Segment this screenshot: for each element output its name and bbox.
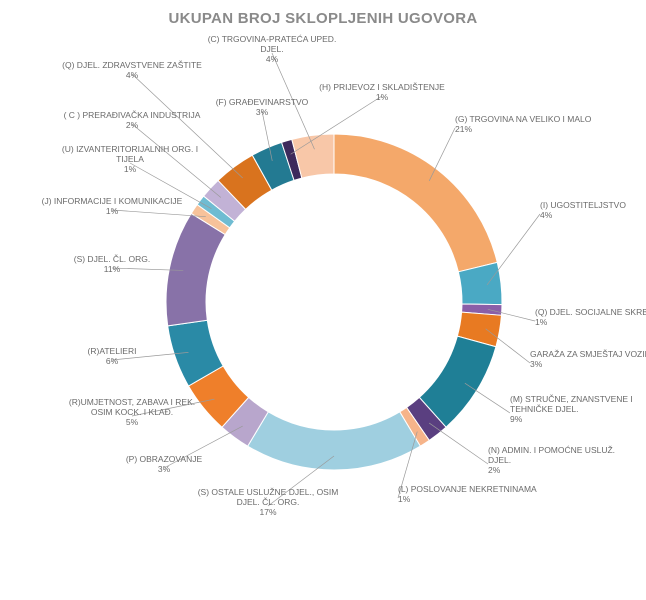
slice-label-c-prera-ivacka-industrija: ( C ) PRERAĐIVAČKA INDUSTRIJA 2% — [64, 110, 201, 130]
slice-label-r-atelieri: (R)ATELIERI 6% — [88, 346, 137, 366]
leader-line-p-obrazovanje — [163, 425, 243, 469]
leader-line-f-gra-evinarstvo — [261, 110, 273, 161]
slice-label-c-trgovina-prateca-uped-djel: (C) TRGOVINA-PRATEĆA UPED. DJEL. 4% — [208, 34, 337, 64]
slice-label-q-djel-zdravstvene-zastite: (Q) DJEL. ZDRAVSTVENE ZAŠTITE 4% — [62, 60, 202, 80]
leader-line-c-trgovina-prateca-uped-djel — [271, 52, 315, 150]
leader-line-s-ostale-usluzne-djel-osim-djel-cl-org — [267, 455, 335, 507]
leader-line-g-trgovina-na-veliko-i-malo — [428, 127, 456, 182]
slice-label-i-ugostiteljstvo: (I) UGOSTITELJSTVO 4% — [540, 200, 626, 220]
slice-label-s-ostale-usluzne-djel-osim-djel-cl-org: (S) OSTALE USLUŽNE DJEL., OSIM DJEL. ČL. … — [198, 487, 339, 517]
slice-label-h-prijevoz-i-skladistenje: (H) PRIJEVOZ I SKLADIŠTENJE 1% — [319, 82, 445, 102]
slice-label-l-poslovanje-nekretninama: (L) POSLOVANJE NEKRETNINAMA 1% — [398, 484, 537, 504]
slice-c-trgovina-prateca-uped-djel — [291, 133, 335, 179]
leader-line-j-informacije-i-komunikacije — [111, 209, 206, 218]
slice-label-m-strucne-znanstvene-i-tehnicke-djel: (M) STRUČNE, ZNANSTVENE I TEHNIČKE DJEL. 9… — [510, 394, 633, 424]
leader-line-i-ugostiteljstvo — [486, 213, 541, 286]
leader-line-q-djel-zdravstvene-zastite — [131, 73, 243, 179]
slice-label-j-informacije-i-komunikacije: (J) INFORMACIJE I KOMUNIKACIJE 1% — [42, 196, 183, 216]
leader-line-n-admin-i-pomocne-usluz-djel — [428, 422, 489, 465]
slice-label-p-obrazovanje: (P) OBRAZOVANJE 3% — [126, 454, 203, 474]
slice-label-r-umjetnost-zabava-i-rek-osim-kock-i-kla: (R)UMJETNOST, ZABAVA I REK. OSIM KOCK. I … — [69, 397, 195, 427]
leader-line-m-strucne-znanstvene-i-tehnicke-djel — [464, 382, 511, 414]
slice-s-ostale-usluzne-djel-osim-djel-cl-org — [247, 411, 421, 471]
leader-line-r-atelieri — [111, 352, 189, 361]
leader-line-s-djel-cl-org — [111, 267, 184, 271]
leader-line-u-izvanteritorijalnih-org-i-tijela — [129, 162, 212, 210]
slice-label-g-trgovina-na-veliko-i-malo: (G) TRGOVINA NA VELIKO I MALO 21% — [455, 114, 592, 134]
leader-line-garaza-za-smjestaj-vozila — [485, 328, 531, 364]
leader-line-h-prijevoz-i-skladistenje — [290, 95, 383, 155]
slice-label-u-izvanteritorijalnih-org-i-tijela: (U) IZVANTERITORIJALNIH ORG. I TIJELA 1% — [62, 144, 198, 174]
slice-label-s-djel-cl-org: (S) DJEL. ČL. ORG. 11% — [74, 254, 151, 274]
slice-label-n-admin-i-pomocne-usluz-djel: (N) ADMIN. I POMOĆNE USLUŽ. DJEL. 2% — [488, 445, 615, 475]
leader-line-q-djel-socijalne-skrbi — [487, 308, 536, 322]
slice-label-q-djel-socijalne-skrbi: (Q) DJEL. SOCIJALNE SKRBI 1% — [535, 307, 646, 327]
slice-s-djel-cl-org — [165, 212, 226, 327]
leader-line-c-prera-ivacka-industrija — [131, 123, 222, 198]
leader-line-l-poslovanje-nekretninama — [397, 431, 418, 499]
leader-line-r-umjetnost-zabava-i-rek-osim-kock-i-kla — [131, 398, 215, 417]
slice-g-trgovina-na-veliko-i-malo — [333, 133, 498, 273]
chart-title: UKUPAN BROJ SKLOPLJENIH UGOVORA — [168, 10, 478, 27]
slice-label-f-gra-evinarstvo: (F) GRAĐEVINARSTVO 3% — [216, 97, 309, 117]
slice-label-garaza-za-smjestaj-vozila: GARAŽA ZA SMJEŠTAJ VOZILA 3% — [530, 349, 646, 369]
